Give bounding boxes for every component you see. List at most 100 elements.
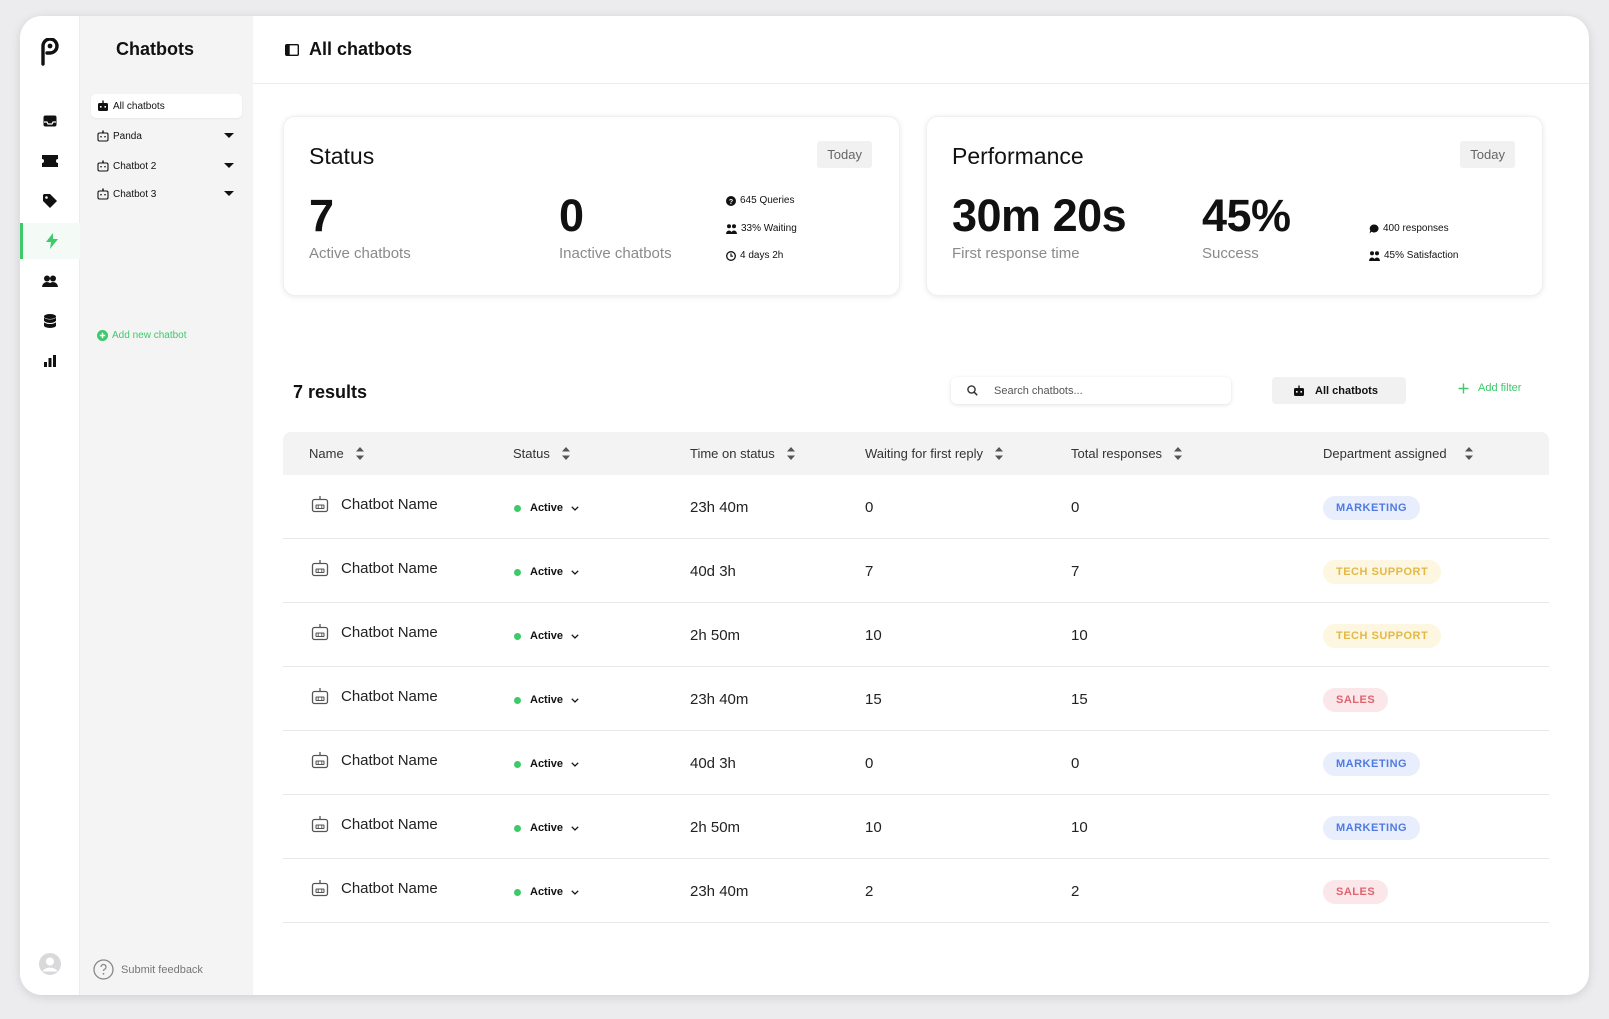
duration-stat: 4 days 2h [726, 250, 783, 261]
bot-icon [311, 496, 329, 513]
column-header-waiting[interactable]: Waiting for first reply [865, 446, 1003, 461]
help-icon [93, 959, 114, 980]
column-header-status[interactable]: Status [513, 446, 570, 461]
sidebar-item-label: Chatbot 3 [113, 188, 157, 200]
column-header-department[interactable]: Department assigned [1323, 446, 1473, 461]
column-header-total-responses[interactable]: Total responses [1071, 446, 1183, 461]
status-dropdown[interactable]: Active [514, 822, 579, 834]
sort-icon[interactable] [355, 447, 364, 460]
sidebar-item-chatbot-3[interactable]: Chatbot 3 [91, 182, 242, 206]
chevron-down-icon[interactable] [224, 133, 234, 138]
bot-icon [311, 880, 329, 897]
all-chatbots-filter-label: All chatbots [1315, 384, 1378, 397]
waiting-count: 10 [865, 819, 882, 836]
question-icon: ? [726, 195, 736, 206]
bot-icon [311, 624, 329, 641]
sort-icon[interactable] [786, 447, 795, 460]
column-header-name[interactable]: Name [309, 446, 364, 461]
chevron-down-icon [571, 569, 579, 575]
total-responses: 0 [1071, 755, 1080, 772]
chatbot-name: Chatbot Name [341, 815, 438, 833]
performance-card-title: Performance [952, 143, 1084, 169]
chatbot-name: Chatbot Name [341, 623, 438, 641]
queries-stat: ? 645 Queries [726, 195, 794, 206]
table-row[interactable]: Chatbot Name Active 2h 50m 10 10 TECH SU… [283, 603, 1549, 667]
nav-tags[interactable] [20, 183, 80, 219]
sort-icon[interactable] [1464, 447, 1473, 460]
table-row[interactable]: Chatbot Name Active 40d 3h 0 0 MARKETING [283, 731, 1549, 795]
status-dropdown[interactable]: Active [514, 758, 579, 770]
total-responses: 15 [1071, 691, 1088, 708]
status-dropdown[interactable]: Active [514, 566, 579, 578]
page-title: All chatbots [309, 39, 413, 59]
time-on-status: 2h 50m [690, 627, 741, 644]
add-filter-button[interactable]: Add filter [1458, 382, 1521, 394]
waiting-count: 0 [865, 499, 874, 516]
add-chatbot-button[interactable]: Add new chatbot [97, 330, 187, 341]
status-dropdown[interactable]: Active [514, 502, 579, 514]
nav-users[interactable] [20, 263, 80, 299]
table-row[interactable]: Chatbot Name Active 23h 40m 0 0 MARKETIN… [283, 475, 1549, 539]
table-row[interactable]: Chatbot Name Active 23h 40m 2 2 SALES [283, 859, 1549, 923]
logo-icon [41, 38, 59, 66]
all-chatbots-filter-button[interactable]: All chatbots [1272, 377, 1406, 404]
sidebar-toggle-icon[interactable] [285, 43, 299, 56]
chatbot-name: Chatbot Name [341, 751, 438, 769]
chatbot-name-cell[interactable]: Chatbot Name [311, 879, 438, 897]
avatar-icon[interactable] [39, 953, 61, 975]
status-label: Active [530, 758, 564, 770]
status-label: Active [530, 502, 564, 514]
chatbot-name-cell[interactable]: Chatbot Name [311, 623, 438, 641]
nav-reports[interactable] [20, 343, 80, 379]
submit-feedback-button[interactable]: Submit feedback [93, 959, 203, 980]
chat-bubble-icon [1369, 223, 1379, 233]
status-dot [514, 824, 521, 832]
performance-period-select[interactable]: Today [1460, 141, 1515, 168]
chevron-down-icon[interactable] [224, 191, 234, 196]
status-label: Active [530, 566, 564, 578]
nav-chatbots[interactable] [20, 223, 80, 259]
nav-inbox[interactable] [20, 103, 80, 139]
chatbot-name-cell[interactable]: Chatbot Name [311, 495, 438, 513]
department-badge: MARKETING [1323, 496, 1421, 520]
table-row[interactable]: Chatbot Name Active 40d 3h 7 7 TECH SUPP… [283, 539, 1549, 603]
app-window: Chatbots All chatbots Panda Chatbot 2 Ch… [20, 16, 1589, 995]
column-header-time-on-status[interactable]: Time on status [690, 446, 795, 461]
chatbot-name-cell[interactable]: Chatbot Name [311, 559, 438, 577]
users-icon [726, 223, 737, 234]
sidebar-item-all-chatbots[interactable]: All chatbots [91, 94, 242, 118]
chatbot-name-cell[interactable]: Chatbot Name [311, 687, 438, 705]
sidebar-item-panda[interactable]: Panda [91, 124, 242, 148]
search-icon [967, 385, 978, 396]
status-dropdown[interactable]: Active [514, 630, 579, 642]
chatbot-name-cell[interactable]: Chatbot Name [311, 751, 438, 769]
time-on-status: 23h 40m [690, 691, 749, 708]
status-dropdown[interactable]: Active [514, 886, 579, 898]
first-response-label: First response time [952, 245, 1080, 262]
status-label: Active [530, 694, 564, 706]
bot-icon [97, 188, 109, 200]
table-row[interactable]: Chatbot Name Active 23h 40m 15 15 SALES [283, 667, 1549, 731]
table-row[interactable]: Chatbot Name Active 2h 50m 10 10 MARKETI… [283, 795, 1549, 859]
search-input[interactable] [994, 384, 1214, 397]
responses-stat: 400 responses [1369, 223, 1449, 234]
sort-icon[interactable] [995, 447, 1003, 460]
sidebar-title: Chatbots [116, 39, 194, 59]
nav-database[interactable] [20, 303, 80, 339]
status-dropdown[interactable]: Active [514, 694, 579, 706]
active-count: 7 [309, 190, 334, 241]
chevron-down-icon [571, 697, 579, 703]
sort-icon[interactable] [1174, 447, 1183, 460]
active-label: Active chatbots [309, 245, 411, 262]
status-dot [514, 632, 521, 640]
sort-icon[interactable] [561, 447, 570, 460]
status-period-select[interactable]: Today [817, 141, 872, 168]
chevron-down-icon[interactable] [224, 163, 234, 168]
waiting-count: 2 [865, 883, 874, 900]
search-box[interactable] [951, 377, 1231, 404]
nav-tickets[interactable] [20, 143, 80, 179]
sidebar-item-chatbot-2[interactable]: Chatbot 2 [91, 154, 242, 178]
chatbot-name-cell[interactable]: Chatbot Name [311, 815, 438, 833]
svg-text:?: ? [729, 199, 733, 206]
users-icon [42, 275, 58, 287]
